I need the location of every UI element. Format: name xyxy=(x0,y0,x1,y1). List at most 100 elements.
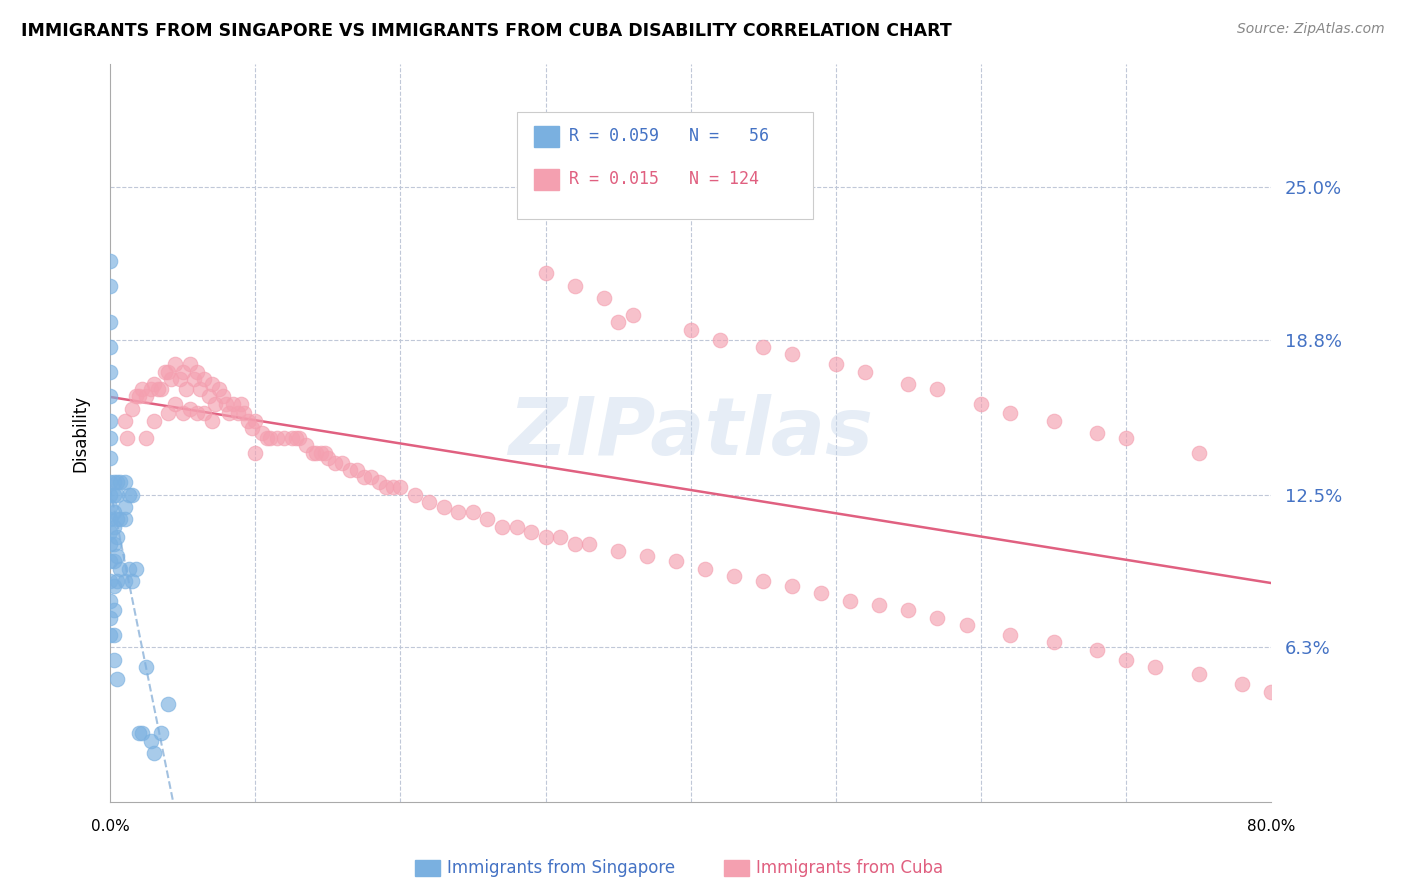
Point xyxy=(165,357,187,371)
Point xyxy=(295,438,318,452)
Point xyxy=(1042,414,1064,428)
Point xyxy=(110,561,132,575)
Point xyxy=(461,505,484,519)
Point xyxy=(1085,426,1108,441)
Point xyxy=(121,488,143,502)
Point xyxy=(98,365,121,379)
Point xyxy=(98,554,121,568)
Point xyxy=(330,456,353,470)
Point xyxy=(505,519,527,533)
Point xyxy=(782,579,804,593)
Point xyxy=(105,488,128,502)
Point xyxy=(98,340,121,354)
Point xyxy=(853,365,876,379)
Point xyxy=(208,382,231,396)
Point xyxy=(1188,446,1211,460)
Point xyxy=(240,421,263,435)
Point xyxy=(121,401,143,416)
Point xyxy=(218,407,240,421)
Point xyxy=(179,401,201,416)
Point xyxy=(212,389,235,403)
Point xyxy=(142,376,165,391)
Point xyxy=(927,611,949,625)
Point xyxy=(105,574,128,588)
Point xyxy=(105,672,128,686)
Point xyxy=(125,389,148,403)
Point xyxy=(157,365,180,379)
Point xyxy=(252,426,274,441)
Text: Immigrants from Cuba: Immigrants from Cuba xyxy=(756,859,943,877)
Point xyxy=(374,480,396,494)
Point xyxy=(98,537,121,551)
Point xyxy=(103,488,125,502)
Point xyxy=(98,512,121,526)
Point xyxy=(389,480,412,494)
Point xyxy=(970,397,993,411)
Point xyxy=(232,407,254,421)
Text: R = 0.059   N =   56: R = 0.059 N = 56 xyxy=(569,128,769,145)
Point xyxy=(197,389,219,403)
Point xyxy=(135,389,157,403)
Point xyxy=(360,470,382,484)
Point xyxy=(636,549,658,564)
Point xyxy=(723,569,745,583)
Point xyxy=(157,407,180,421)
Point xyxy=(825,357,848,371)
Point xyxy=(477,512,499,526)
Point xyxy=(998,407,1021,421)
Text: Source: ZipAtlas.com: Source: ZipAtlas.com xyxy=(1237,22,1385,37)
Point xyxy=(607,544,630,558)
Point xyxy=(98,414,121,428)
Point xyxy=(491,519,513,533)
Point xyxy=(135,660,157,674)
Point xyxy=(810,586,832,600)
Point xyxy=(404,488,426,502)
Point xyxy=(114,512,136,526)
Point xyxy=(1115,431,1137,445)
Point xyxy=(868,599,890,613)
Point xyxy=(280,431,302,445)
Point xyxy=(139,382,162,396)
Text: ZIPatlas: ZIPatlas xyxy=(508,394,873,472)
Point xyxy=(564,278,586,293)
Point xyxy=(149,726,172,740)
Point xyxy=(752,574,775,588)
Point xyxy=(418,495,440,509)
Point xyxy=(204,397,226,411)
Point xyxy=(201,414,224,428)
Point xyxy=(186,407,208,421)
Text: IMMIGRANTS FROM SINGAPORE VS IMMIGRANTS FROM CUBA DISABILITY CORRELATION CHART: IMMIGRANTS FROM SINGAPORE VS IMMIGRANTS … xyxy=(21,22,952,40)
Point xyxy=(125,561,148,575)
Point xyxy=(346,463,368,477)
Point xyxy=(226,407,249,421)
Point xyxy=(105,529,128,543)
Point xyxy=(782,347,804,361)
Point xyxy=(193,372,215,386)
Y-axis label: Disability: Disability xyxy=(72,394,89,472)
Point xyxy=(160,372,183,386)
Point xyxy=(578,537,600,551)
Point xyxy=(927,382,949,396)
Point xyxy=(103,519,125,533)
Point xyxy=(105,512,128,526)
Point xyxy=(169,372,191,386)
Point xyxy=(621,308,644,322)
Point xyxy=(709,333,731,347)
Point xyxy=(1085,642,1108,657)
Point xyxy=(665,554,688,568)
Point xyxy=(1042,635,1064,649)
Point xyxy=(98,389,121,403)
Point xyxy=(309,446,332,460)
Point xyxy=(607,315,630,329)
Point xyxy=(179,357,201,371)
Bar xyxy=(534,169,560,190)
Point xyxy=(98,431,121,445)
Point xyxy=(245,414,267,428)
Point xyxy=(98,628,121,642)
Point xyxy=(103,537,125,551)
Point xyxy=(534,529,557,543)
Point xyxy=(897,376,920,391)
Point xyxy=(114,475,136,490)
Point xyxy=(121,574,143,588)
Point xyxy=(193,407,215,421)
